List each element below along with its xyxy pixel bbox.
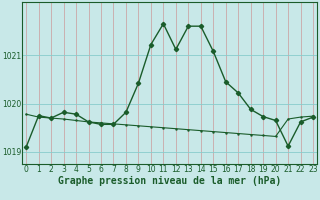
- X-axis label: Graphe pression niveau de la mer (hPa): Graphe pression niveau de la mer (hPa): [58, 176, 281, 186]
